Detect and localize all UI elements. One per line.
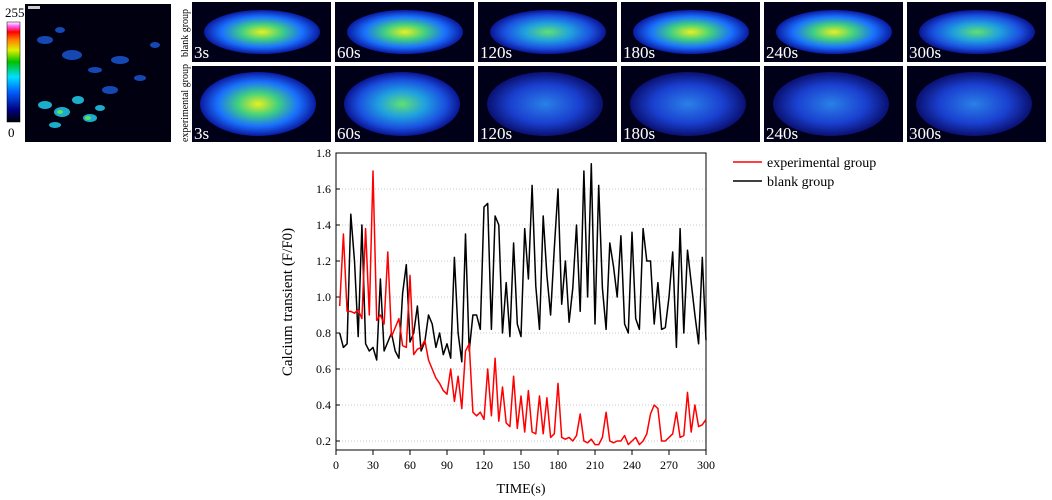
y-tick-label: 1.4	[316, 218, 331, 232]
chart-series	[338, 163, 707, 446]
intensity-scale-bar: 255 0	[5, 5, 25, 140]
panel-experimental-3s: 3s	[192, 66, 331, 143]
x-tick-label: 300	[697, 458, 715, 472]
panel-experimental-240s: 240s	[764, 66, 903, 143]
plot-frame	[335, 152, 707, 451]
x-axis: 0 30 60 90 120 150 180 210 240 270 300	[333, 450, 715, 472]
time-label: 60s	[337, 124, 361, 143]
panel-experimental-300s: 300s	[907, 66, 1046, 143]
panel-blank-3s: 3s	[192, 2, 331, 62]
x-tick-label: 180	[549, 458, 567, 472]
y-tick-label: 0.4	[316, 398, 331, 412]
series-line-experimental-group	[338, 170, 707, 446]
panel-blank-120s: 120s	[478, 2, 617, 62]
x-tick-label: 120	[475, 458, 493, 472]
x-tick-label: 150	[512, 458, 530, 472]
panel-blank-180s: 180s	[621, 2, 760, 62]
time-label: 180s	[623, 43, 655, 62]
panel-experimental-180s: 180s	[621, 66, 760, 143]
y-tick-label: 0.8	[316, 326, 331, 340]
x-tick-label: 90	[441, 458, 453, 472]
time-label: 3s	[194, 124, 209, 143]
calcium-transient-chart: 0.2 0.4 0.6 0.8 1.0 1.2 1.4 1.6 1.8 0 30 60 90 120 15…	[280, 146, 876, 497]
time-label: 300s	[909, 43, 941, 62]
scale-gradient	[6, 21, 21, 123]
x-tick-label: 210	[586, 458, 604, 472]
x-tick-label: 0	[333, 458, 339, 472]
y-tick-label: 0.6	[316, 362, 331, 376]
x-tick-label: 60	[404, 458, 416, 472]
y-tick-label: 1.8	[316, 146, 331, 160]
y-tick-label: 1.0	[316, 290, 331, 304]
scale-max-label: 255	[5, 5, 25, 20]
time-label: 60s	[337, 43, 361, 62]
legend-label-experimental: experimental group	[767, 156, 876, 171]
x-tick-label: 270	[660, 458, 678, 472]
x-tick-label: 240	[623, 458, 641, 472]
time-label: 240s	[766, 43, 798, 62]
panel-experimental-60s: 60s	[335, 66, 474, 143]
row-label-blank: blank group	[180, 9, 191, 57]
panel-blank-240s: 240s	[764, 2, 903, 62]
y-axis: 0.2 0.4 0.6 0.8 1.0 1.2 1.4 1.6 1.8	[316, 146, 340, 448]
blank-group-panels: 3s 60s 120s 180s 240s 300s	[192, 2, 1046, 62]
panel-blank-300s: 300s	[907, 2, 1046, 62]
panel-blank-60s: 60s	[335, 2, 474, 62]
x-tick-label: 30	[367, 458, 379, 472]
time-label: 120s	[480, 124, 512, 143]
time-label: 180s	[623, 124, 655, 143]
series-line-blank-group	[338, 163, 707, 363]
legend-label-blank: blank group	[767, 175, 834, 190]
row-label-experimental: experimental group	[180, 64, 191, 142]
y-axis-label: Calcium transient (F/F0)	[280, 228, 296, 376]
legend: experimental group blank group	[733, 156, 876, 190]
y-tick-label: 1.6	[316, 182, 331, 196]
time-label: 300s	[909, 124, 941, 143]
time-label: 120s	[480, 43, 512, 62]
time-label: 3s	[194, 43, 209, 62]
time-label: 240s	[766, 124, 798, 143]
x-axis-label: TIME(s)	[497, 482, 546, 497]
experimental-group-panels: 3s 60s 120s 180s 240s 300s	[192, 66, 1046, 143]
y-tick-label: 0.2	[316, 434, 331, 448]
overview-image	[25, 4, 171, 142]
panel-experimental-120s: 120s	[478, 66, 617, 143]
y-tick-label: 1.2	[316, 254, 331, 268]
scale-min-label: 0	[8, 125, 15, 140]
